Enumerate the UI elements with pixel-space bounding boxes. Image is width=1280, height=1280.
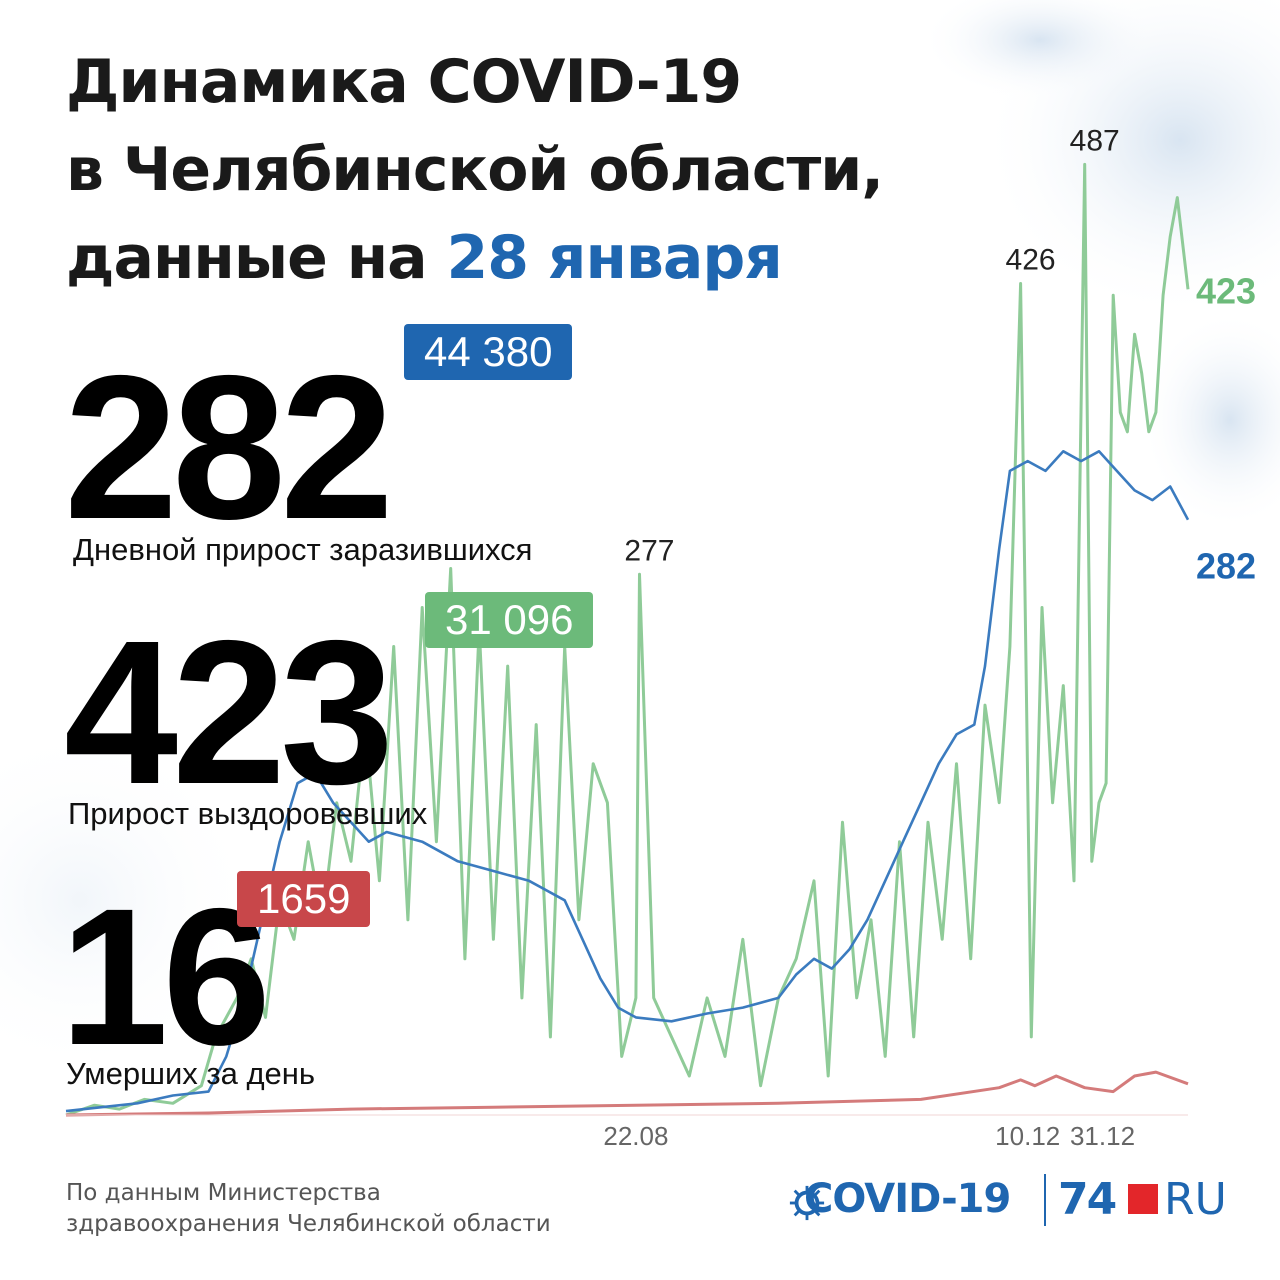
title-line-2: в Челябинской области, (66, 135, 884, 205)
brand-logo: COVID-19 74 RU (789, 1168, 1242, 1232)
recovered-daily-value: 423 (64, 598, 394, 827)
deaths-total-badge: 1659 (237, 871, 371, 927)
series-line-recovered (65, 162, 1190, 1117)
x-tick-label: 22.08 (603, 1121, 668, 1151)
title-line-1: Динамика COVID-19 (66, 47, 742, 117)
series-end-label-recovered: 423 (1196, 270, 1256, 311)
x-tick-label: 10.12 (995, 1121, 1060, 1151)
infected-caption: Дневной прирост заразившихся (73, 532, 533, 567)
logo-74-text: 74 (1058, 1174, 1117, 1225)
logo-red-square (1128, 1184, 1158, 1214)
infected-total-badge: 44 380 (404, 324, 573, 380)
series-line-infected (65, 450, 1190, 1113)
source-line-1: По данным Министерства (66, 1180, 381, 1206)
recovered-total-badge: 31 096 (425, 592, 594, 648)
peak-annotation: 426 (1006, 243, 1056, 276)
deaths-daily-value: 16 (60, 868, 271, 1086)
recovered-caption: Прирост выздоровевших (68, 796, 428, 831)
infected-daily-value: 282 (64, 333, 394, 562)
title-line-3: данные на 28 января (66, 214, 883, 302)
deaths-caption: Умерших за день (66, 1056, 316, 1091)
page-title: Динамика COVID-19 в Челябинской области,… (66, 38, 884, 302)
x-tick-label: 31.12 (1070, 1121, 1135, 1151)
series-end-label-infected: 282 (1196, 546, 1256, 587)
title-prefix: данные на (66, 223, 447, 293)
series-line-deaths (65, 1070, 1189, 1117)
virus-icon (789, 1185, 825, 1221)
logo-covid-text: COVID-19 (804, 1176, 1011, 1222)
source-note: По данным Министерства здравоохранения Ч… (66, 1178, 551, 1240)
logo-divider (1044, 1174, 1046, 1226)
peak-annotation: 277 (624, 534, 674, 567)
logo-ru-text: RU (1164, 1174, 1227, 1225)
peak-annotation: 487 (1070, 124, 1120, 157)
source-line-2: здравоохранения Челябинской области (66, 1211, 551, 1237)
title-date: 28 января (446, 223, 783, 293)
